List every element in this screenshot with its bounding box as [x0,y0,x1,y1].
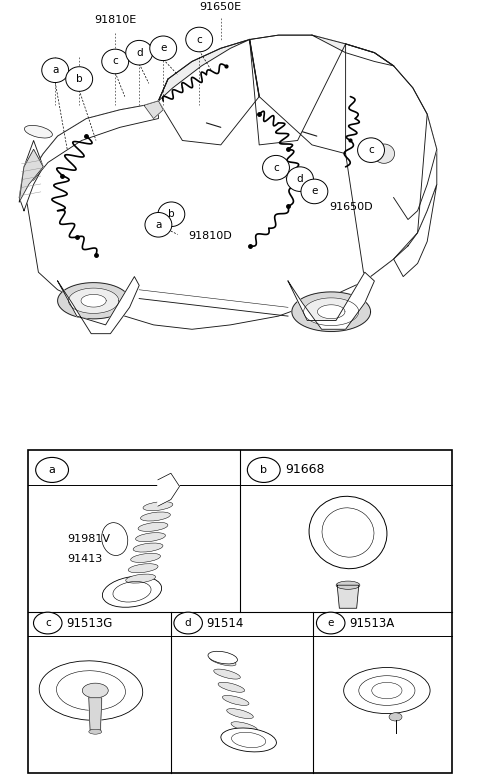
Text: a: a [52,65,59,75]
Ellipse shape [231,722,258,731]
Text: 91810D: 91810D [188,231,232,241]
Circle shape [102,49,129,74]
Ellipse shape [344,667,430,713]
Polygon shape [317,305,345,318]
Polygon shape [394,184,437,277]
Ellipse shape [128,564,158,573]
Polygon shape [89,698,102,730]
Text: 91513G: 91513G [66,616,113,630]
Text: 91514: 91514 [206,616,244,630]
Circle shape [358,138,384,162]
Text: e: e [160,43,167,53]
Ellipse shape [222,695,249,706]
Text: a: a [48,465,56,475]
Circle shape [287,167,313,191]
Text: 91413: 91413 [67,554,102,564]
Polygon shape [158,474,180,506]
Circle shape [158,202,185,227]
Text: e: e [311,187,318,197]
Circle shape [174,612,203,634]
Ellipse shape [133,543,163,552]
Text: 91513A: 91513A [349,616,394,630]
Text: e: e [327,618,334,628]
Ellipse shape [389,713,402,721]
Ellipse shape [309,496,387,568]
Ellipse shape [209,656,236,666]
Text: b: b [76,74,83,84]
Text: c: c [112,56,118,67]
Ellipse shape [102,523,128,556]
Polygon shape [346,44,427,281]
Text: 91810E: 91810E [94,15,136,25]
Polygon shape [58,283,130,319]
Polygon shape [144,101,163,118]
Polygon shape [292,292,371,332]
Ellipse shape [336,581,360,590]
Text: c: c [196,34,202,45]
Circle shape [66,67,93,91]
Circle shape [316,612,345,634]
Text: d: d [185,618,192,628]
Ellipse shape [235,735,262,745]
Ellipse shape [126,574,156,583]
Text: c: c [368,145,374,155]
Text: d: d [297,174,303,184]
Polygon shape [337,585,359,608]
Ellipse shape [24,125,52,138]
Circle shape [373,144,395,163]
Polygon shape [58,277,139,334]
Circle shape [145,212,172,237]
Circle shape [247,457,280,482]
Ellipse shape [138,522,168,532]
Ellipse shape [221,728,276,752]
Ellipse shape [39,661,143,720]
Ellipse shape [131,554,160,562]
Polygon shape [19,149,43,202]
Text: b: b [260,465,267,475]
Polygon shape [81,295,106,307]
Polygon shape [24,35,437,329]
Ellipse shape [143,502,173,510]
Text: d: d [136,48,143,58]
Circle shape [150,36,177,60]
Polygon shape [394,66,437,220]
Circle shape [301,179,328,204]
Ellipse shape [89,729,102,734]
Polygon shape [24,101,158,184]
Circle shape [34,612,62,634]
Circle shape [186,27,213,52]
Text: b: b [168,209,175,220]
Circle shape [42,58,69,82]
Polygon shape [312,35,394,66]
Text: 91650E: 91650E [200,2,242,12]
Circle shape [126,41,153,65]
Ellipse shape [102,576,162,608]
Text: 91981V: 91981V [67,534,110,544]
Polygon shape [19,140,43,211]
Ellipse shape [83,683,108,698]
Text: c: c [273,163,279,172]
Circle shape [263,155,289,180]
Circle shape [36,457,69,482]
Ellipse shape [141,512,170,521]
Ellipse shape [135,532,166,542]
Ellipse shape [218,682,245,692]
Text: 91668: 91668 [285,463,325,477]
Ellipse shape [214,669,240,679]
Text: c: c [45,618,50,628]
Ellipse shape [208,652,238,664]
Polygon shape [304,298,359,325]
Text: a: a [155,220,162,230]
Polygon shape [288,272,374,329]
Polygon shape [158,39,250,101]
Text: 91650D: 91650D [329,202,372,212]
Polygon shape [69,288,119,314]
Ellipse shape [227,709,253,719]
